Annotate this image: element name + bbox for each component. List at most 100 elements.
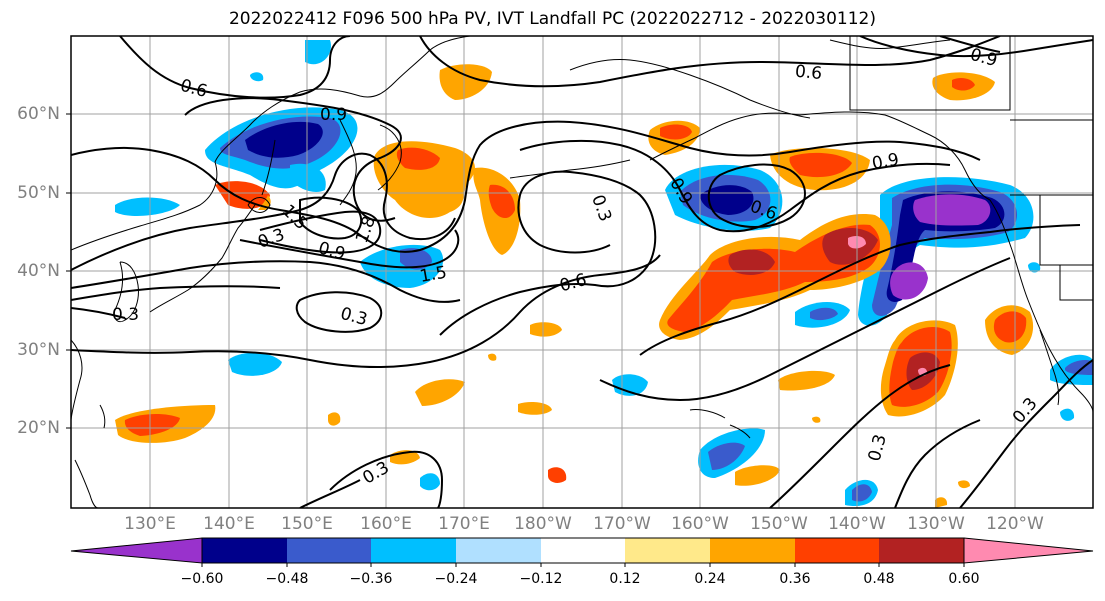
pv-positive-small-a	[415, 379, 465, 406]
colorbar-tick-label: −0.48	[265, 571, 309, 587]
contour-0.9-east	[519, 139, 951, 233]
lon-label: 170°W	[593, 514, 651, 534]
pv-negative-coast-30n-core	[1065, 360, 1093, 375]
contour-1.5-lower	[239, 229, 460, 269]
contour-0.3-se-2	[894, 419, 981, 508]
pv-negative-165w-25n	[612, 374, 648, 396]
colorbar-extend-left	[70, 537, 203, 564]
pv-positive-west-20n-core	[124, 414, 180, 436]
colorbar-tick-label: 0.24	[694, 571, 726, 587]
contour-label: 1.5	[418, 263, 448, 287]
colorbar-segment	[541, 538, 625, 563]
pv-negative-okhotsk-core	[245, 121, 323, 158]
pv-positive-yukon-core	[952, 77, 975, 91]
contour-0.6-arctic	[859, 36, 1093, 58]
coast-asia	[71, 36, 471, 251]
pv-positive-small-c	[530, 322, 562, 337]
contour-0.3-arctic	[939, 36, 1001, 53]
pv-positive-kamchatka-north	[439, 64, 492, 100]
lon-label: 120°W	[986, 514, 1044, 534]
coast-na-west	[989, 199, 1093, 413]
coast-korea	[113, 261, 139, 323]
coast-north-canada	[849, 36, 1011, 111]
lon-label: 180°W	[514, 514, 572, 534]
pv-negative-hawaii-ne-core	[810, 307, 838, 321]
lon-label: 170°E	[438, 514, 490, 534]
pv-positive-small-j	[958, 480, 970, 489]
pv-positive-aleutians-north-core	[660, 124, 692, 140]
graticule	[71, 36, 1093, 508]
coastlines	[71, 36, 1093, 508]
contour-0.3-hawaii-w	[329, 450, 444, 508]
border-states-a	[1039, 195, 1093, 266]
pv-positive-small-e	[778, 370, 835, 391]
contour-0.3-south-a	[299, 479, 361, 508]
contour-0.6-lower	[71, 285, 281, 301]
contour-label: 0.3	[112, 305, 139, 325]
pv-positive-small-h	[548, 467, 567, 483]
colorbar-segment	[287, 538, 371, 563]
lon-label: 130°E	[124, 514, 176, 534]
pv-anomaly-fills	[115, 40, 1093, 508]
colorbar-tick-label: 0.60	[948, 571, 980, 587]
contour-0.6-mid	[439, 170, 657, 336]
contour-label: 0.9	[320, 105, 347, 125]
colorbar-segment	[879, 538, 964, 563]
pv-negative-small-20n-125w	[1060, 408, 1075, 421]
lon-label: 160°W	[671, 514, 729, 534]
coast-hokkaido	[247, 197, 271, 213]
pv-negative-hawaii-w	[420, 473, 440, 491]
coast-alaska-south	[799, 111, 991, 201]
pv-positive-small-k	[488, 353, 497, 361]
coast-alaska-west	[569, 59, 811, 119]
contour-1.5-inner	[259, 210, 382, 254]
pv-negative-20n-160w-core	[708, 442, 745, 470]
contour-0.3-se	[959, 359, 1093, 508]
colorbar-segment	[625, 538, 710, 563]
coast-taiwan	[99, 404, 106, 429]
coast-sakhalin	[261, 139, 276, 196]
pv-positive-okhotsk-core	[396, 147, 440, 170]
contour-label: 0.6	[794, 62, 823, 84]
pv-positive-gulf-north-core	[789, 152, 852, 178]
pv-negative-kuril	[290, 163, 326, 192]
pv-positive-small-l	[812, 416, 821, 423]
colorbar-tick-label: 0.36	[779, 571, 811, 587]
pv-contours	[71, 36, 1093, 508]
coast-kamchatka	[339, 119, 357, 206]
lon-label: 140°E	[203, 514, 255, 534]
contour-0.6-north-2	[419, 36, 1001, 88]
colorbar-outline	[201, 537, 965, 564]
contour-1.8-inner	[299, 196, 363, 240]
colorbar-tick-label: −0.60	[180, 571, 224, 587]
lon-label: 140°W	[828, 514, 886, 534]
colorbar-segment	[202, 538, 287, 563]
pv-negative-small-40n-120w	[1028, 262, 1041, 273]
colorbar-tick-label: −0.24	[434, 571, 478, 587]
contour-0.3-west-30n	[71, 307, 126, 319]
colorbar-tick-label: −0.36	[349, 571, 393, 587]
map-border	[70, 35, 1094, 509]
lon-label: 160°E	[360, 514, 412, 534]
pv-negative-small-65n	[250, 72, 264, 82]
axis-ticks	[66, 113, 71, 429]
pv-positive-small-g	[328, 412, 341, 426]
contour-label: 0.9	[870, 150, 900, 174]
contour-0.9-okhotsk	[184, 97, 402, 222]
lat-label: 30°N	[17, 340, 60, 360]
border-states-b	[1059, 265, 1093, 301]
contour-0.9-lower	[71, 260, 461, 303]
lat-label: 50°N	[17, 183, 60, 203]
colorbar-segment	[710, 538, 795, 563]
pv-negative-small-west	[115, 197, 180, 216]
pv-positive-band-40n-dark	[728, 249, 775, 275]
contour-1.2-mid	[71, 152, 456, 271]
contour-0.3-east	[639, 224, 1081, 356]
contour-0.9-big	[71, 120, 981, 253]
colorbar	[70, 537, 1094, 567]
coast-hawaii-1	[689, 409, 726, 419]
colorbar-segment	[371, 538, 456, 563]
pv-negative-160e-core	[400, 248, 432, 270]
contour-0.3-mid	[71, 254, 661, 369]
contour-0.3-small	[295, 291, 383, 333]
